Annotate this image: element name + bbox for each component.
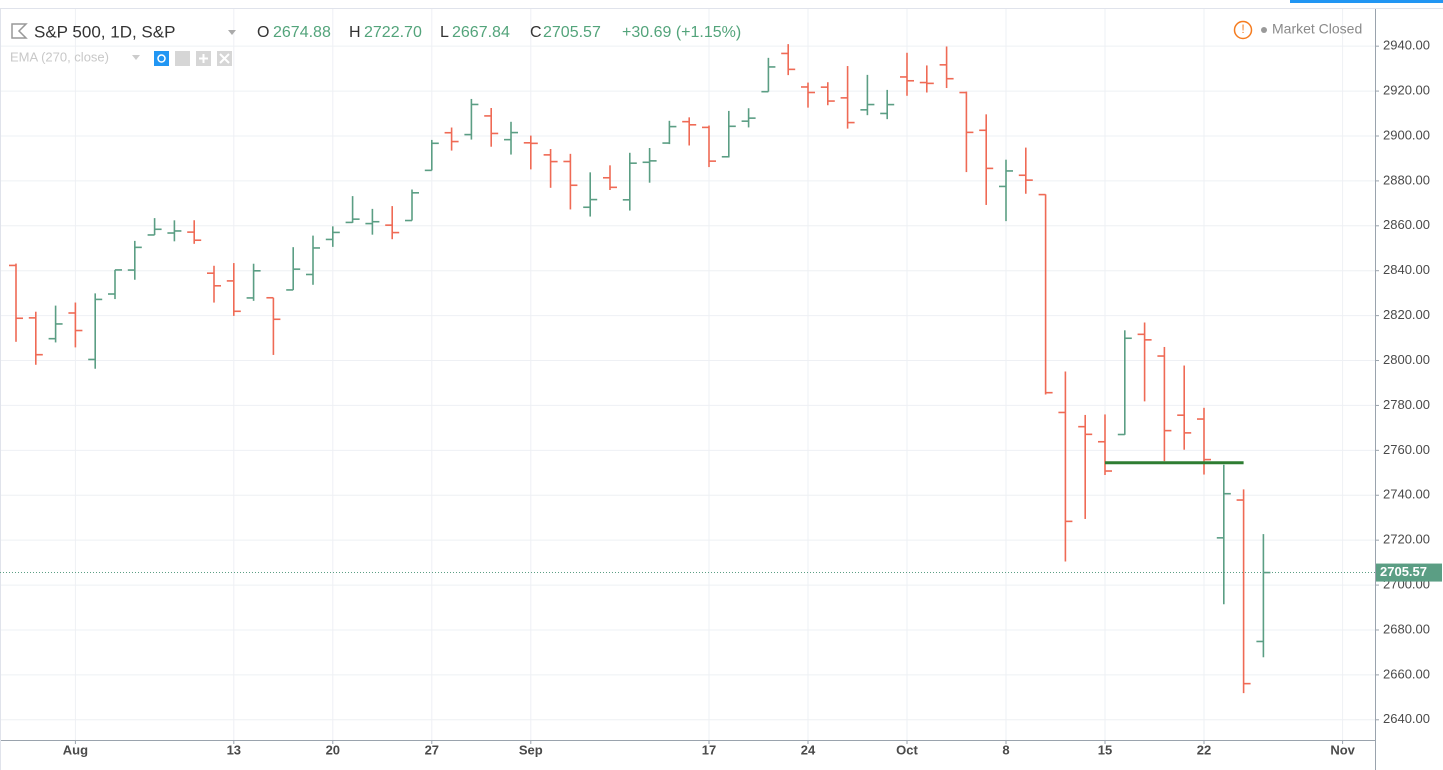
y-tick-label: 2760.00 [1383, 442, 1430, 457]
x-tick-label: 13 [227, 742, 241, 757]
y-tick-label: 2940.00 [1383, 38, 1430, 53]
y-tick-label: 2900.00 [1383, 127, 1430, 142]
x-tick-label: 24 [801, 742, 816, 757]
bars [9, 44, 1271, 694]
last-price-label: 2705.57 [1380, 564, 1427, 579]
status-dot [1261, 27, 1267, 33]
ohlc-value: 2705.57 [543, 24, 601, 41]
symbol-title: S&P 500, 1D, S&P [34, 22, 175, 41]
collapse-icon[interactable] [11, 23, 28, 39]
ohlc-key: C [530, 24, 542, 41]
ohlc-value: 2722.70 [364, 24, 422, 41]
change-label: +30.69 (+1.15%) [622, 24, 741, 41]
ohlc-key: O [257, 24, 269, 41]
y-tick-label: 2880.00 [1383, 172, 1430, 187]
y-tick-label: 2640.00 [1383, 711, 1430, 726]
x-tick-label: Nov [1330, 742, 1355, 757]
x-tick-label: 15 [1098, 742, 1112, 757]
x-tick-label: Oct [896, 742, 918, 757]
y-tick-label: 2780.00 [1383, 397, 1430, 412]
y-tick-label: 2920.00 [1383, 83, 1430, 98]
x-tick-label: 27 [425, 742, 439, 757]
settings-button[interactable] [175, 51, 190, 66]
x-tick-label: Sep [519, 742, 543, 757]
y-tick-label: 2840.00 [1383, 262, 1430, 277]
eye-icon [157, 54, 166, 63]
indicator-label: EMA (270, close) [10, 49, 109, 64]
x-tick-label: 20 [326, 742, 340, 757]
ohlc-key: L [440, 24, 449, 41]
y-tick-label: 2800.00 [1383, 352, 1430, 367]
symbol-dropdown[interactable] [228, 30, 236, 35]
plus-icon [199, 54, 208, 63]
market-status: Market Closed [1272, 21, 1362, 37]
y-tick-label: 2740.00 [1383, 487, 1430, 502]
y-tick-label: 2720.00 [1383, 532, 1430, 547]
y-tick-label: 2860.00 [1383, 217, 1430, 232]
toolbar-edge [1290, 0, 1443, 3]
indicator-dropdown[interactable] [132, 55, 140, 60]
ohlc-value: 2674.88 [273, 24, 331, 41]
alert-glyph: ! [1241, 22, 1244, 36]
ohlc-legend: O 2674.88 H 2722.70 L 2667.84 C 2705.57 [257, 24, 601, 41]
ohlc-value: 2667.84 [452, 24, 510, 41]
close-icon [219, 53, 230, 64]
visibility-button[interactable] [154, 51, 169, 66]
x-tick-label: Aug [63, 742, 88, 757]
y-tick-label: 2680.00 [1383, 621, 1430, 636]
x-tick-label: 22 [1197, 742, 1211, 757]
y-tick-label: 2660.00 [1383, 666, 1430, 681]
alert-icon[interactable] [1233, 20, 1253, 40]
grid [0, 8, 1375, 740]
y-tick-label: 2820.00 [1383, 307, 1430, 322]
last-price-box [1376, 563, 1442, 582]
x-tick-label: 8 [1002, 742, 1009, 757]
ohlc-key: H [349, 24, 361, 41]
x-tick-label: 17 [702, 742, 716, 757]
